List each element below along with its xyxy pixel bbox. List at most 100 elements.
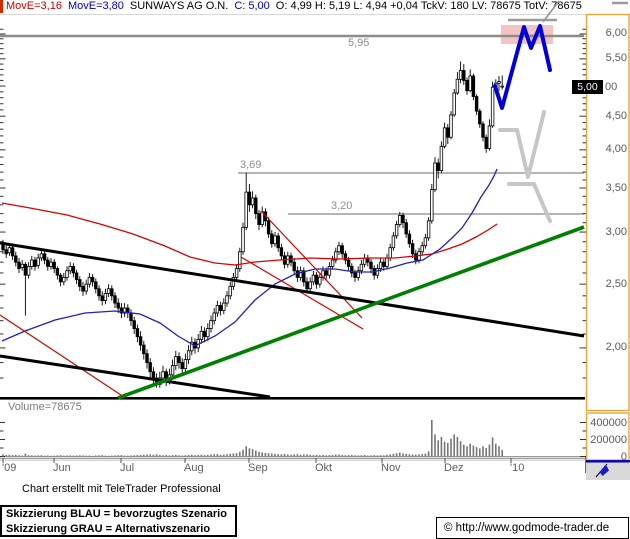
volume-bar — [165, 455, 167, 457]
candle-body — [471, 75, 476, 97]
volume-bar — [459, 441, 462, 457]
volume-bar — [274, 453, 276, 457]
volume-bar — [75, 455, 78, 457]
black-channel-lower — [0, 354, 271, 399]
price-tick-label: 3,00 — [605, 225, 627, 238]
copyright-link[interactable]: © http://www.godmode-trader.de — [444, 522, 610, 534]
volume-bar — [328, 455, 331, 457]
gray-fragment-top-2 — [542, 0, 560, 23]
price-tick-label: 4,50 — [605, 109, 627, 122]
candle-body — [369, 261, 373, 269]
candle-body — [46, 259, 50, 267]
candle-body — [151, 371, 156, 379]
volume-bar — [95, 455, 97, 457]
candle-body — [39, 253, 44, 259]
candle-body — [78, 279, 82, 287]
volume-bar — [194, 455, 196, 457]
scenario-blue-preferred — [493, 24, 552, 110]
candle-body — [129, 312, 133, 322]
candle-body — [324, 270, 328, 276]
close-price-label: C: 5,00 — [234, 0, 270, 12]
candle-body — [497, 81, 501, 84]
candle-body — [458, 70, 463, 80]
candle-body — [314, 274, 319, 285]
candle-body — [359, 263, 364, 272]
volume-bar — [2, 454, 4, 457]
volume-bar — [255, 450, 257, 457]
volume-bar — [56, 455, 59, 457]
candle-body — [439, 145, 444, 171]
flag-icon[interactable] — [599, 464, 610, 477]
candle-body — [183, 359, 188, 370]
volume-bar — [21, 455, 23, 457]
volume-bar — [267, 453, 270, 457]
volume-bar — [341, 454, 343, 457]
volume-bar — [229, 453, 231, 457]
candle-body — [247, 191, 252, 206]
candle-body — [180, 362, 184, 370]
volume-bar — [127, 455, 129, 457]
volume-bar — [482, 446, 484, 457]
candle-body — [414, 253, 418, 261]
candle-body — [254, 197, 258, 215]
volume-bar — [120, 455, 123, 457]
candle-body — [148, 362, 152, 373]
volume-bar — [479, 448, 481, 457]
volume-bar — [210, 454, 212, 457]
volume-bar — [347, 455, 350, 457]
candle-body — [478, 110, 482, 125]
candle-body — [58, 274, 63, 283]
candle-body — [26, 266, 31, 276]
candle-body — [423, 237, 428, 247]
volume-bar — [315, 454, 318, 457]
candle-body — [382, 261, 386, 267]
candle-body — [100, 295, 104, 302]
candle-body — [465, 80, 469, 92]
candle-body — [468, 75, 472, 92]
candle-body — [234, 268, 239, 278]
volume-bar — [402, 453, 404, 457]
candle-body — [186, 350, 191, 360]
volume-bar — [472, 445, 475, 457]
candle-body — [500, 85, 504, 88]
candle-body — [14, 255, 18, 263]
volume-bar — [373, 455, 375, 457]
volume-tick-label: 400000 — [590, 416, 627, 429]
candle-body — [404, 222, 408, 235]
black-channel-upper — [0, 241, 585, 338]
month-label: '09 — [2, 461, 17, 474]
volume-bar — [37, 455, 39, 457]
volume-bar — [405, 453, 407, 457]
volume-tick-label: 0 — [620, 450, 627, 463]
volume-bar — [162, 455, 164, 457]
scenario-gray-a — [498, 110, 546, 179]
month-label: Aug — [184, 461, 204, 474]
volume-bar — [306, 454, 308, 457]
volume-bar — [82, 455, 84, 457]
ma-blue-value-label: MovE=3,80 — [67, 0, 124, 12]
symbol-label: SUNWAYS AG O.N. — [129, 0, 229, 12]
resistance-595-label: 5,95 — [348, 37, 370, 49]
volume-bar — [280, 454, 283, 457]
volume-bar — [197, 454, 199, 457]
candle-body — [62, 276, 66, 283]
candle-body — [474, 96, 479, 112]
volume-bar — [31, 455, 33, 457]
month-label: '10 — [510, 461, 525, 474]
volume-bar — [290, 454, 292, 457]
volume-bar — [15, 454, 17, 457]
volume-bar — [191, 454, 193, 457]
volume-bar — [53, 455, 55, 457]
volume-bar — [399, 452, 401, 457]
volume-bar — [360, 455, 363, 457]
candle-body — [231, 276, 236, 287]
volume-bar — [376, 455, 379, 457]
candle-body — [199, 330, 204, 340]
candle-body — [212, 312, 216, 322]
candle-body — [33, 259, 37, 267]
volume-bar — [219, 454, 222, 457]
volume-bar — [283, 453, 286, 457]
candle-body — [433, 162, 437, 191]
